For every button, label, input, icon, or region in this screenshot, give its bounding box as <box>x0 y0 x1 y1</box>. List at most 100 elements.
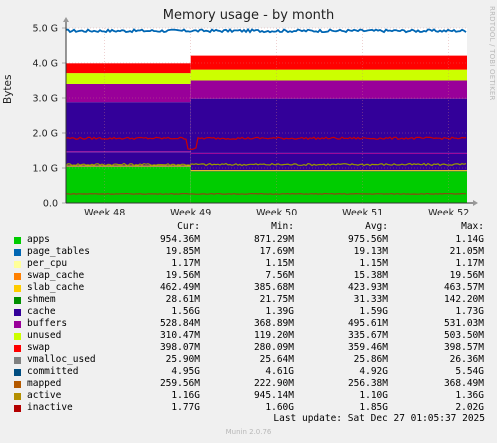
munin-footer: Munin 2.0.76 <box>225 428 272 436</box>
legend-avg-value: 1.59G <box>359 306 388 317</box>
legend-row-swap-cache: swap_cache 19.56M 7.56M 15.38M 19.56M <box>0 270 497 282</box>
legend-avg-value: 975.56M <box>347 234 388 245</box>
late-area-per-cpu <box>190 170 467 172</box>
legend-min-value: 7.56M <box>265 270 294 281</box>
legend-swatch <box>14 285 21 292</box>
legend-min-value: 222.90M <box>253 378 294 389</box>
x-axis-arrow <box>473 200 478 206</box>
line-committed <box>65 27 467 34</box>
legend-name: inactive <box>27 402 73 413</box>
legend-max-value: 2.02G <box>455 402 484 413</box>
legend-swatch <box>14 261 21 268</box>
y-tick-label: 3.0 G <box>33 94 59 105</box>
legend-row-swap: swap 398.07M 280.09M 359.46M 398.57M <box>0 342 497 354</box>
y-tick-label: 2.0 G <box>33 129 59 140</box>
y-tick-label: 5.0 G <box>33 24 59 35</box>
legend-min-value: 280.09M <box>253 342 294 353</box>
legend-max-value: 5.54G <box>455 366 484 377</box>
last-update: Last update: Sat Dec 27 01:05:37 2025 <box>273 413 485 424</box>
x-tick-label: Week 52 <box>428 208 469 215</box>
early-area-shmem <box>66 151 191 153</box>
early-area-unused <box>66 73 191 84</box>
line-mapped <box>66 192 467 195</box>
x-tick-label: Week 50 <box>256 208 297 215</box>
legend-min-value: 1.60G <box>265 402 294 413</box>
legend-name: page_tables <box>27 246 90 257</box>
legend-min-value: 1.39G <box>265 306 294 317</box>
legend-swatch <box>14 333 21 340</box>
early-area-swap <box>66 63 191 74</box>
legend-avg-value: 256.38M <box>347 378 388 389</box>
legend-cur-value: 310.47M <box>159 330 200 341</box>
legend-swatch <box>14 237 21 244</box>
legend-min-value: 119.20M <box>253 330 294 341</box>
legend-max-value: 368.49M <box>443 378 484 389</box>
header-min: Min: <box>271 221 294 232</box>
y-tick-label: 1.0 G <box>33 164 59 175</box>
legend-min-value: 17.69M <box>259 246 294 257</box>
legend-cur-value: 1.77G <box>171 402 200 413</box>
legend-min-value: 25.64M <box>259 354 294 365</box>
legend-avg-value: 495.61M <box>347 318 388 329</box>
early-area-buffers <box>66 83 191 103</box>
legend-cur-value: 25.90M <box>165 354 200 365</box>
legend-max-value: 531.03M <box>443 318 484 329</box>
legend-avg-value: 15.38M <box>353 270 388 281</box>
legend-swatch <box>14 249 21 256</box>
y-tick-label: 4.0 G <box>33 59 59 70</box>
x-tick-label: Week 48 <box>84 208 125 215</box>
legend-name: slab_cache <box>27 282 85 293</box>
late-area-slab-cache <box>190 153 467 171</box>
chart-title: Memory usage - by month <box>162 8 335 23</box>
late-area-cache <box>190 98 467 153</box>
header-cur: Cur: <box>177 221 200 232</box>
legend-avg-value: 1.10G <box>359 390 388 401</box>
legend-swatch <box>14 393 21 400</box>
legend-cur-value: 954.36M <box>159 234 200 245</box>
legend-max-value: 21.05M <box>449 246 484 257</box>
legend-row-active: active 1.16G 945.14M 1.10G 1.36G <box>0 390 497 402</box>
late-area-apps <box>190 171 467 203</box>
legend-min-value: 368.89M <box>253 318 294 329</box>
legend-swatch <box>14 357 21 364</box>
early-area-slab-cache <box>66 152 191 166</box>
legend-cur-value: 398.07M <box>159 342 200 353</box>
legend-swatch <box>14 369 21 376</box>
legend-cur-value: 528.84M <box>159 318 200 329</box>
legend-cur-value: 19.56M <box>165 270 200 281</box>
legend-row-unused: unused 310.47M 119.20M 335.67M 503.50M <box>0 330 497 342</box>
legend-min-value: 385.68M <box>253 282 294 293</box>
legend-cur-value: 4.95G <box>171 366 200 377</box>
legend-max-value: 26.36M <box>449 354 484 365</box>
legend-max-value: 463.57M <box>443 282 484 293</box>
header-avg: Avg: <box>365 221 388 232</box>
legend-swatch <box>14 321 21 328</box>
legend-row-mapped: mapped 259.56M 222.90M 256.38M 368.49M <box>0 378 497 390</box>
legend-cur-value: 462.49M <box>159 282 200 293</box>
legend-max-value: 503.50M <box>443 330 484 341</box>
legend-max-value: 1.73G <box>455 306 484 317</box>
legend-avg-value: 1.15M <box>359 258 388 269</box>
legend-max-value: 1.17M <box>455 258 484 269</box>
legend-name: mapped <box>27 378 62 389</box>
legend-swatch <box>14 345 21 352</box>
early-area-per-cpu <box>66 166 191 167</box>
legend-avg-value: 19.13M <box>353 246 388 257</box>
legend-min-value: 4.61G <box>265 366 294 377</box>
late-area-swap <box>190 55 467 70</box>
legend-name: swap <box>27 342 50 353</box>
legend-max-value: 1.14G <box>455 234 484 245</box>
legend-cur-value: 1.56G <box>171 306 200 317</box>
legend-avg-value: 335.67M <box>347 330 388 341</box>
legend-min-value: 945.14M <box>253 390 294 401</box>
x-tick-label: Week 49 <box>170 208 211 215</box>
legend-avg-value: 423.93M <box>347 282 388 293</box>
legend-name: per_cpu <box>27 258 68 269</box>
legend-max-value: 398.57M <box>443 342 484 353</box>
legend-avg-value: 31.33M <box>353 294 388 305</box>
legend-swatch <box>14 309 21 316</box>
late-area-unused <box>190 69 467 81</box>
line-inactive <box>65 136 467 151</box>
legend-avg-value: 25.86M <box>353 354 388 365</box>
legend-avg-value: 359.46M <box>347 342 388 353</box>
